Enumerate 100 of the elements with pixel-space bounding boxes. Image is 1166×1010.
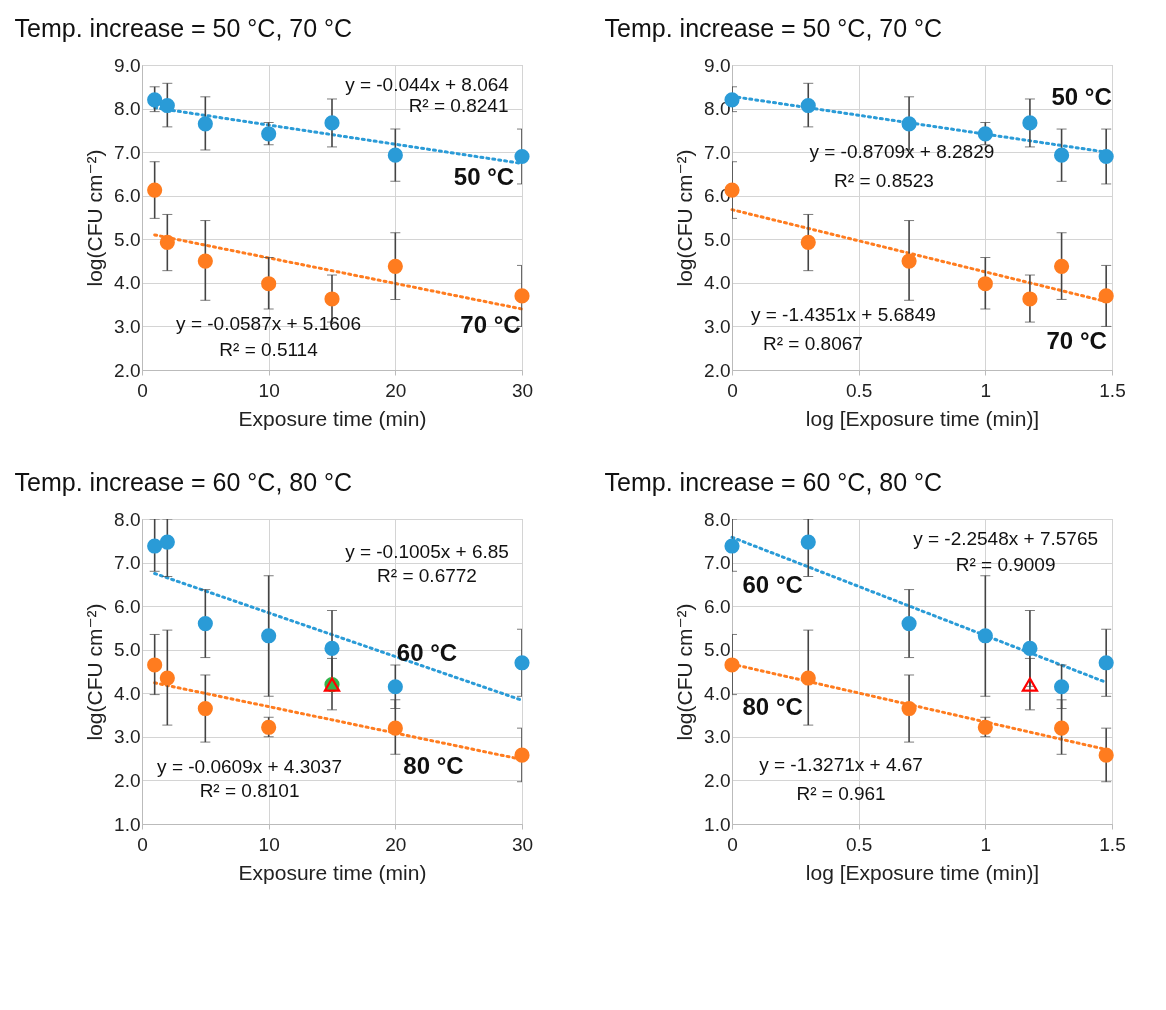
point: [514, 747, 530, 763]
y-tick-label: 6.0: [114, 185, 141, 207]
y-tick-label: 9.0: [114, 54, 141, 76]
point: [1054, 147, 1070, 163]
x-tick-label: 0: [137, 833, 148, 855]
y-tick-label: 2.0: [704, 359, 731, 381]
point: [147, 538, 163, 554]
y-tick-label: 8.0: [704, 508, 731, 530]
annotation: R² = 0.5114: [219, 339, 319, 361]
y-tick-label: 6.0: [114, 595, 141, 617]
y-tick-label: 7.0: [704, 141, 731, 163]
y-tick-label: 3.0: [704, 726, 731, 748]
point: [159, 670, 175, 686]
point: [800, 234, 816, 250]
point: [901, 116, 917, 132]
y-axis-title: log(CFU cm⁻²): [673, 603, 697, 741]
point: [387, 147, 403, 163]
point: [1054, 720, 1070, 736]
point: [197, 616, 213, 632]
y-tick-label: 4.0: [704, 682, 731, 704]
point: [977, 126, 993, 142]
y-tick-label: 7.0: [114, 141, 141, 163]
point: [514, 655, 530, 671]
annotation: y = -0.1005x + 6.85: [345, 540, 509, 562]
annotation: y = -0.0609x + 4.3037: [157, 756, 342, 778]
y-axis-title: log(CFU cm⁻²): [83, 603, 107, 741]
point: [147, 182, 163, 198]
y-tick-label: 4.0: [704, 272, 731, 294]
x-tick-label: 1: [980, 833, 992, 855]
point: [261, 276, 277, 292]
x-tick-label: 0.5: [845, 379, 873, 401]
point: [800, 534, 816, 550]
y-tick-label: 3.0: [114, 315, 141, 337]
y-tick-label: 5.0: [114, 228, 141, 250]
point: [1098, 288, 1114, 304]
point: [514, 148, 530, 165]
annotation: y = -0.0587x + 5.1606: [176, 313, 361, 335]
y-tick-label: 4.0: [114, 272, 141, 294]
point: [197, 116, 213, 132]
x-tick-label: 1.5: [1099, 379, 1126, 401]
point: [159, 534, 175, 550]
annotation: R² = 0.8241: [408, 95, 509, 117]
y-tick-label: 1.0: [114, 813, 141, 835]
point: [1022, 291, 1038, 307]
annotation: 50 °C: [1051, 82, 1112, 110]
annotation: y = -0.044x + 8.064: [345, 73, 510, 95]
x-tick-label: 10: [258, 833, 280, 855]
x-tick-label: 20: [385, 379, 407, 401]
point: [514, 288, 530, 304]
chart-title: Temp. increase = 50 °C, 70 °C: [14, 14, 353, 42]
x-axis-title: log [Exposure time (min)]: [805, 406, 1040, 430]
point: [977, 276, 993, 292]
y-tick-label: 2.0: [704, 769, 731, 791]
point: [1098, 655, 1114, 671]
chart-title: Temp. increase = 60 °C, 80 °C: [14, 468, 353, 496]
annotation: 60 °C: [396, 639, 458, 667]
x-tick-label: 30: [511, 379, 534, 401]
point: [1098, 148, 1114, 165]
annotation: 60 °C: [742, 571, 803, 599]
point: [197, 700, 213, 717]
chart-title: Temp. increase = 50 °C, 70 °C: [604, 14, 943, 42]
x-tick-label: 0: [137, 379, 148, 401]
y-axis-title: log(CFU cm⁻²): [83, 149, 107, 287]
point: [261, 628, 277, 644]
point: [1098, 747, 1114, 763]
y-tick-label: 7.0: [114, 552, 141, 574]
point: [901, 253, 917, 269]
point: [387, 679, 403, 695]
x-tick-label: 0: [727, 833, 738, 855]
annotation: y = -1.3271x + 4.67: [759, 754, 923, 776]
annotation: R² = 0.961: [796, 782, 886, 804]
point: [1022, 640, 1038, 656]
x-tick-label: 1: [980, 379, 992, 401]
annotation: 70 °C: [1046, 326, 1107, 354]
annotation: R² = 0.6772: [377, 564, 477, 586]
point: [977, 628, 993, 644]
annotation: y = -1.4351x + 5.6849: [750, 304, 936, 326]
annotation: R² = 0.9009: [955, 553, 1056, 575]
x-tick-label: 30: [511, 833, 534, 855]
annotation: R² = 0.8523: [834, 169, 934, 191]
annotation: y = -2.2548x + 7.5765: [913, 527, 1099, 549]
point: [159, 234, 175, 250]
annotation: R² = 0.8067: [763, 332, 863, 354]
point: [901, 616, 917, 632]
annotation: 70 °C: [460, 311, 521, 339]
point: [724, 657, 740, 673]
point: [1054, 679, 1070, 695]
y-tick-label: 2.0: [114, 359, 141, 381]
point: [147, 92, 163, 108]
x-tick-label: 0: [727, 379, 738, 401]
y-tick-label: 5.0: [114, 639, 141, 661]
x-tick-label: 20: [385, 833, 407, 855]
point: [1022, 115, 1038, 131]
point: [387, 258, 403, 274]
x-tick-label: 10: [258, 379, 280, 401]
point: [324, 640, 340, 656]
x-axis-title: Exposure time (min): [238, 406, 427, 430]
point: [147, 657, 163, 673]
point: [387, 720, 403, 736]
y-tick-label: 8.0: [114, 98, 141, 120]
